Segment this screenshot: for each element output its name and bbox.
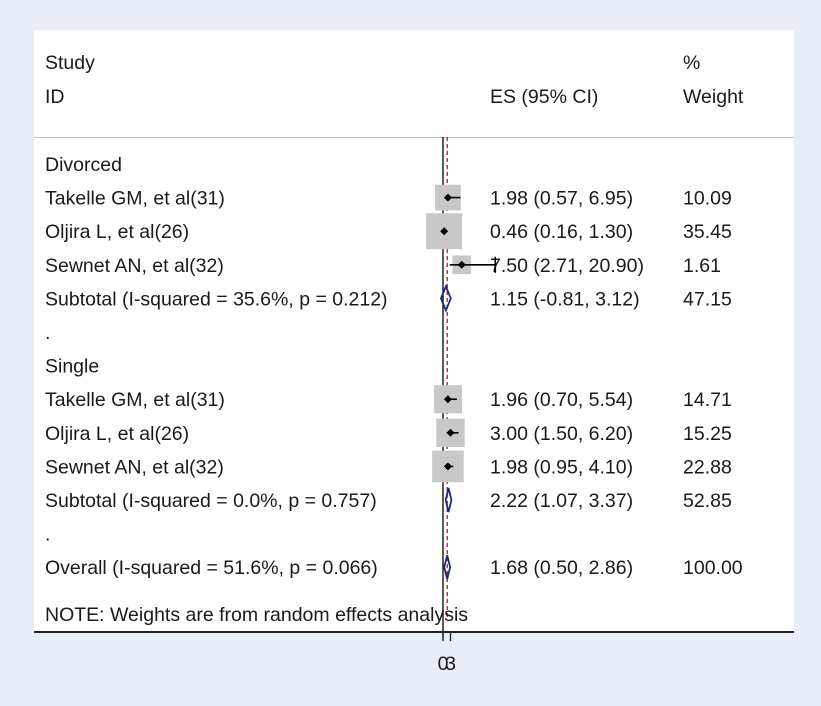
x-tick-label: 0 <box>438 653 449 675</box>
plot-panel <box>34 30 794 632</box>
study-label: Sewnet AN, et al(32) <box>45 255 224 277</box>
pooled-diamond <box>440 284 452 313</box>
es-ci-value: 1.96 (0.70, 5.54) <box>490 389 633 411</box>
study-label: Overall (I-squared = 51.6%, p = 0.066) <box>45 557 378 579</box>
es-ci-value: 1.98 (0.95, 4.10) <box>490 456 633 478</box>
x-axis-line <box>34 631 794 633</box>
es-ci-value: 1.98 (0.57, 6.95) <box>490 188 633 210</box>
weight-value: 10.09 <box>683 188 732 210</box>
header-divider <box>34 137 794 138</box>
header-percent: % <box>683 52 701 74</box>
point-estimate <box>443 193 452 202</box>
weight-value: 100.00 <box>683 557 743 579</box>
group-label: Single <box>45 356 99 378</box>
weight-value: 52.85 <box>683 490 732 512</box>
pooled-diamond <box>444 487 453 513</box>
study-label: Oljira L, et al(26) <box>45 221 189 243</box>
weight-value: 14.71 <box>683 389 732 411</box>
weight-value: 1.61 <box>683 255 721 277</box>
weight-value: 47.15 <box>683 288 732 310</box>
es-ci-value: 7.50 (2.71, 20.90) <box>490 255 644 277</box>
es-ci-value: 0.46 (0.16, 1.30) <box>490 221 633 243</box>
study-label: Subtotal (I-squared = 0.0%, p = 0.757) <box>45 490 377 512</box>
study-label: Sewnet AN, et al(32) <box>45 456 224 478</box>
study-label: Takelle GM, et al(31) <box>45 389 225 411</box>
es-ci-value: 2.22 (1.07, 3.37) <box>490 490 633 512</box>
pooled-diamond <box>443 554 452 580</box>
es-ci-value: 1.15 (-0.81, 3.12) <box>490 288 640 310</box>
header-id: ID <box>45 86 65 108</box>
spacer-dot: . <box>45 524 50 546</box>
point-estimate <box>440 227 449 236</box>
header-weight: Weight <box>683 86 744 108</box>
study-label: Oljira L, et al(26) <box>45 423 189 445</box>
weight-value: 35.45 <box>683 221 732 243</box>
point-estimate <box>446 428 455 437</box>
header-es: ES (95% CI) <box>490 86 599 108</box>
weight-value: 15.25 <box>683 423 732 445</box>
group-label: Divorced <box>45 154 122 176</box>
spacer-dot: . <box>45 322 50 344</box>
study-label: Subtotal (I-squared = 35.6%, p = 0.212) <box>45 288 388 310</box>
point-estimate <box>443 395 452 404</box>
x-tick-label: 3 <box>445 653 456 675</box>
study-label: Takelle GM, et al(31) <box>45 188 225 210</box>
es-ci-value: 1.68 (0.50, 2.86) <box>490 557 633 579</box>
note-text: NOTE: Weights are from random effects an… <box>45 604 469 626</box>
point-estimate <box>443 462 452 471</box>
es-ci-value: 3.00 (1.50, 6.20) <box>490 423 633 445</box>
header-study: Study <box>45 52 95 74</box>
weight-value: 22.88 <box>683 456 732 478</box>
point-estimate <box>457 260 466 269</box>
